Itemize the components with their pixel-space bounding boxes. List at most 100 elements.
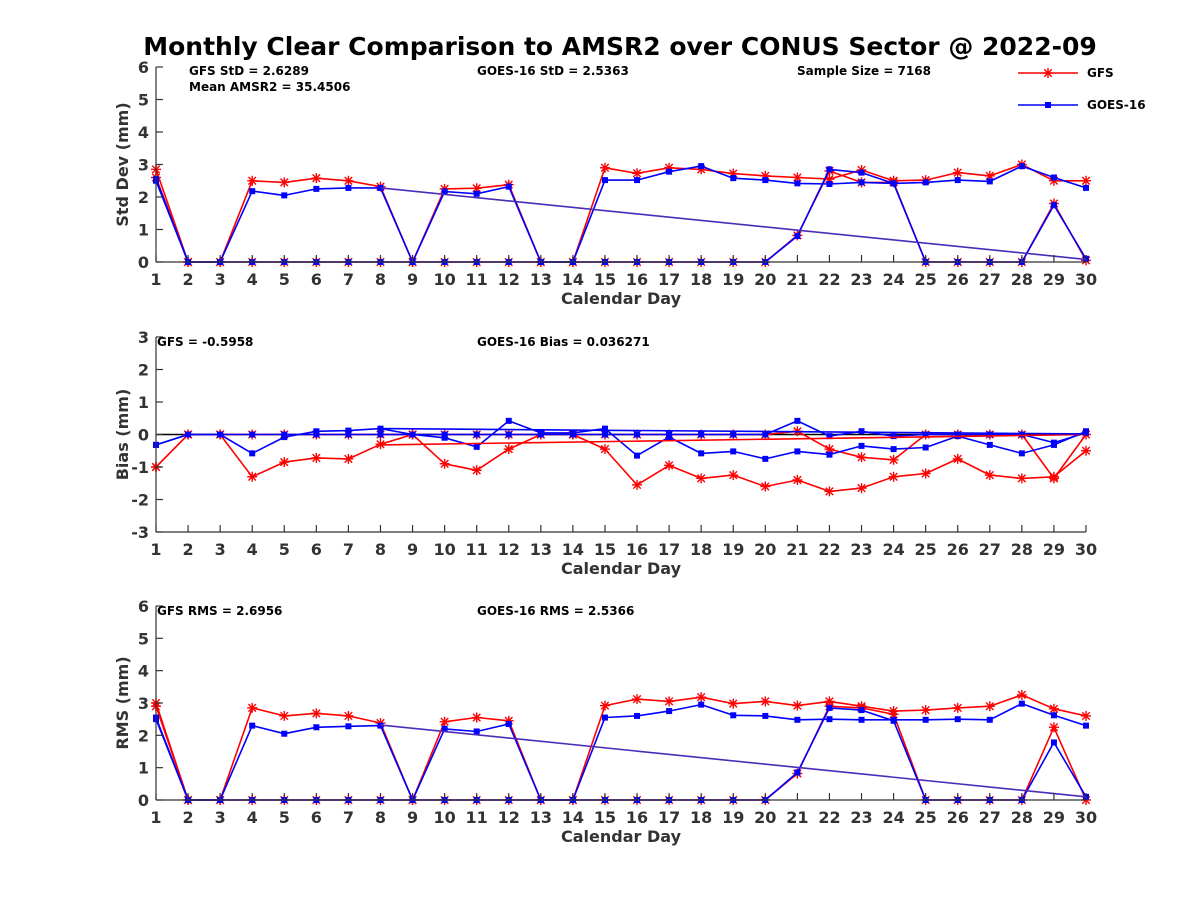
data-point — [1016, 473, 1027, 484]
y-tick-label: 2 — [138, 188, 149, 207]
x-tick-label: 3 — [215, 270, 226, 289]
legend-box — [1007, 58, 1155, 123]
data-point — [952, 167, 963, 178]
data-point — [954, 177, 961, 184]
x-tick-label: 8 — [375, 540, 386, 559]
data-point — [503, 444, 514, 455]
x-tick-label: 8 — [375, 270, 386, 289]
y-tick-label: 6 — [138, 58, 149, 77]
data-point — [1048, 703, 1059, 714]
data-point — [599, 162, 610, 173]
data-point — [217, 431, 224, 438]
data-point — [634, 431, 641, 438]
data-point — [1018, 450, 1025, 457]
legend-gfs-marker — [1043, 68, 1053, 78]
y-tick-label: -1 — [131, 458, 149, 477]
data-point — [377, 184, 384, 191]
data-point — [698, 450, 705, 457]
stat-annotation: Mean AMSR2 = 35.4506 — [189, 80, 350, 94]
data-point — [794, 716, 801, 723]
chart-title: Monthly Clear Comparison to AMSR2 over C… — [143, 32, 1097, 61]
x-tick-label: 4 — [247, 808, 258, 827]
x-tick-label: 28 — [1011, 808, 1033, 827]
series-line — [155, 420, 1087, 446]
data-point — [377, 431, 384, 438]
x-tick-label: 11 — [466, 270, 488, 289]
data-point — [634, 712, 641, 719]
x-tick-label: 16 — [626, 808, 648, 827]
x-tick-label: 10 — [433, 270, 455, 289]
x-tick-label: 14 — [562, 808, 584, 827]
stat-annotation: GOES-16 RMS = 2.5366 — [477, 604, 634, 618]
data-point — [888, 471, 899, 482]
data-point — [762, 712, 769, 719]
x-tick-label: 11 — [466, 808, 488, 827]
data-point — [986, 178, 993, 185]
data-point — [824, 486, 835, 497]
data-point — [599, 444, 610, 455]
series-line — [155, 707, 1087, 801]
data-point — [826, 433, 833, 440]
data-point — [279, 710, 290, 721]
data-point — [634, 177, 641, 184]
data-point — [311, 173, 322, 184]
data-point — [1083, 429, 1089, 436]
data-point — [632, 168, 643, 179]
x-tick-label: 13 — [530, 540, 552, 559]
data-point — [730, 712, 737, 719]
data-point — [664, 696, 675, 707]
data-point — [599, 700, 610, 711]
x-tick-label: 22 — [818, 808, 840, 827]
x-tick-label: 15 — [594, 540, 616, 559]
legend: GFS GOES-16 — [1007, 58, 1155, 123]
data-point — [313, 431, 320, 438]
x-tick-label: 17 — [658, 270, 680, 289]
x-tick-label: 12 — [498, 270, 520, 289]
x-tick-label: 18 — [690, 540, 712, 559]
data-point — [760, 696, 771, 707]
x-tick-label: 6 — [311, 540, 322, 559]
x-tick-label: 30 — [1075, 540, 1097, 559]
y-tick-label: 6 — [138, 597, 149, 616]
goes-16-series-2 — [153, 700, 1089, 803]
x-tick-label: 4 — [247, 270, 258, 289]
data-point — [760, 481, 771, 492]
x-tick-label: 10 — [433, 808, 455, 827]
data-point — [634, 452, 641, 459]
data-point — [730, 175, 737, 182]
data-point — [247, 702, 258, 713]
y-tick-label: 3 — [138, 694, 149, 713]
data-point — [696, 692, 707, 703]
data-point — [1083, 722, 1089, 729]
connector-series-5 — [380, 427, 1087, 435]
y-tick-label: 4 — [138, 123, 149, 142]
data-point — [377, 425, 384, 432]
goes-16-series-2 — [153, 163, 1089, 265]
data-point — [279, 177, 290, 188]
data-point — [473, 431, 480, 438]
series-line — [155, 163, 1086, 263]
x-tick-label: 7 — [343, 808, 354, 827]
data-point — [281, 730, 288, 737]
x-tick-label: 27 — [979, 540, 1001, 559]
data-point — [794, 417, 801, 424]
x-tick-label: 9 — [407, 540, 418, 559]
y-tick-label: 5 — [138, 91, 149, 110]
x-tick-label: 24 — [882, 270, 904, 289]
data-point — [1018, 163, 1025, 170]
data-point — [762, 455, 769, 462]
x-tick-label: 5 — [279, 808, 290, 827]
data-point — [856, 483, 867, 494]
x-tick-label: 20 — [754, 808, 776, 827]
x-tick-label: 27 — [979, 808, 1001, 827]
data-point — [952, 702, 963, 713]
x-tick-label: 1 — [150, 540, 161, 559]
x-tick-label: 30 — [1075, 270, 1097, 289]
x-tick-label: 29 — [1043, 808, 1065, 827]
rms-panel: 1 2 3 4 5 6 7 8 9 10 11 12 13 14 15 16 17 18 19 20 21 22 23 24 2… — [113, 597, 1097, 846]
x-tick-label: 19 — [722, 270, 744, 289]
x-tick-label: 18 — [690, 270, 712, 289]
data-point — [1050, 174, 1057, 181]
y-tick-label: -3 — [131, 523, 149, 542]
data-point — [1050, 202, 1057, 209]
